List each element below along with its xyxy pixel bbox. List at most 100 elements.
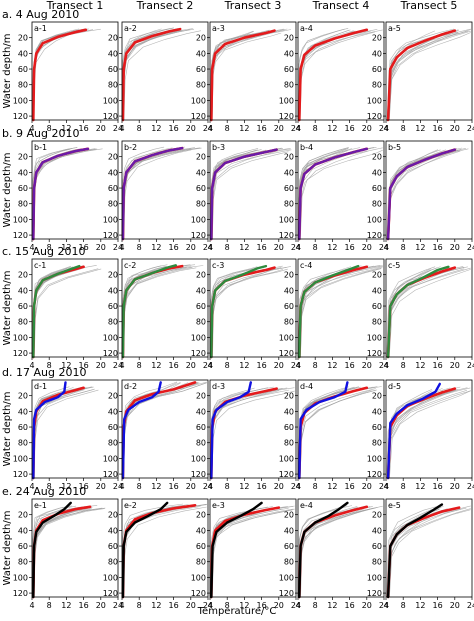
panel-label: c-2 xyxy=(124,261,136,270)
x-tick-label: 20 xyxy=(96,482,106,491)
panel-frame xyxy=(31,379,119,479)
blue-profile-line xyxy=(121,381,162,480)
x-tick-label: 4 xyxy=(29,124,34,133)
x-tick-label: 4 xyxy=(383,482,388,491)
x-tick-label: 8 xyxy=(225,124,230,133)
x-tick-label: 16 xyxy=(169,601,179,610)
x-tick-label: 4 xyxy=(207,243,212,252)
y-tick-label: 20 xyxy=(108,271,118,280)
y-tick-label: 80 xyxy=(196,200,206,209)
background-profile-line xyxy=(387,31,452,121)
background-profile-line xyxy=(388,505,471,598)
y-tick-label: 60 xyxy=(196,184,206,193)
y-tick-label: 100 xyxy=(191,573,206,582)
y-tick-label: 40 xyxy=(18,168,28,177)
background-profile-line xyxy=(32,149,80,240)
panel-frame xyxy=(385,21,473,121)
background-profile-line xyxy=(388,267,471,358)
background-profile-line xyxy=(212,151,289,240)
x-tick-label: 24 xyxy=(467,243,474,252)
y-tick-label: 80 xyxy=(108,200,118,209)
background-profile-line xyxy=(388,28,471,121)
x-tick-label: 16 xyxy=(345,124,355,133)
background-profile-line xyxy=(210,266,258,358)
x-tick-label: 20 xyxy=(362,601,372,610)
x-tick-label: 4 xyxy=(119,601,124,610)
panel-label: c-4 xyxy=(300,261,312,270)
panel-frame xyxy=(209,258,297,358)
y-tick-label: 60 xyxy=(196,302,206,311)
x-tick-label: 8 xyxy=(47,124,52,133)
black-profile-line xyxy=(210,501,263,599)
blue-profile-line xyxy=(298,381,349,480)
y-tick-label: 80 xyxy=(108,439,118,448)
panel-label: b-4 xyxy=(300,143,313,152)
x-tick-label: 12 xyxy=(239,361,249,370)
background-profile-line xyxy=(122,27,174,121)
background-profile-line xyxy=(299,30,356,121)
green-profile-line xyxy=(32,264,81,359)
y-tick-label: 40 xyxy=(108,526,118,535)
x-tick-label: 12 xyxy=(151,243,161,252)
background-profile-line xyxy=(122,146,165,240)
y-tick-label: 20 xyxy=(18,34,28,43)
y-tick-label: 20 xyxy=(284,511,294,520)
x-tick-label: 24 xyxy=(203,482,213,491)
row-title: b. 9 Aug 2010 xyxy=(2,127,79,140)
y-tick-label: 60 xyxy=(372,302,382,311)
panel-label: a-2 xyxy=(124,24,137,33)
x-tick-label: 12 xyxy=(239,601,249,610)
black-profile-line xyxy=(121,501,169,599)
x-tick-label: 24 xyxy=(291,124,301,133)
y-tick-label: 40 xyxy=(196,168,206,177)
y-tick-label: 80 xyxy=(372,81,382,90)
background-profile-line xyxy=(122,506,175,598)
y-tick-label: 40 xyxy=(284,526,294,535)
y-tick-label: 60 xyxy=(108,302,118,311)
background-profile-line xyxy=(32,148,71,240)
y-tick-label: 100 xyxy=(367,96,382,105)
background-profile-line xyxy=(211,265,283,358)
y-tick-label: 80 xyxy=(108,81,118,90)
background-profile-line xyxy=(298,28,345,121)
x-tick-label: 4 xyxy=(295,361,300,370)
x-tick-label: 8 xyxy=(225,482,230,491)
y-tick-label: 120 xyxy=(279,231,294,240)
x-tick-label: 24 xyxy=(203,243,213,252)
background-profile-line xyxy=(210,387,255,479)
y-tick-label: 80 xyxy=(196,439,206,448)
x-tick-label: 4 xyxy=(119,243,124,252)
background-profile-line xyxy=(298,387,358,479)
x-tick-label: 20 xyxy=(186,243,196,252)
red-profile-line xyxy=(121,27,182,122)
x-tick-label: 8 xyxy=(137,124,142,133)
panel-label: c-3 xyxy=(212,261,224,270)
x-tick-label: 16 xyxy=(79,482,89,491)
x-tick-label: 20 xyxy=(450,124,460,133)
x-tick-label: 16 xyxy=(345,482,355,491)
x-tick-label: 8 xyxy=(401,361,406,370)
y-tick-label: 40 xyxy=(284,49,294,58)
background-profile-line xyxy=(298,508,371,598)
x-tick-label: 20 xyxy=(186,482,196,491)
x-tick-label: 16 xyxy=(79,243,89,252)
background-profile-line xyxy=(387,151,451,240)
purple-profile-line xyxy=(298,147,368,241)
x-tick-label: 24 xyxy=(291,361,301,370)
purple-profile-line xyxy=(32,147,90,241)
background-profile-line xyxy=(34,268,102,358)
y-tick-label: 60 xyxy=(18,65,28,74)
x-tick-label: 20 xyxy=(186,124,196,133)
background-profile-line xyxy=(387,149,461,240)
background-profile-line xyxy=(299,30,372,121)
background-profile-line xyxy=(210,30,254,121)
blue-profile-line xyxy=(32,381,67,480)
panel-frame xyxy=(297,258,385,358)
x-tick-label: 12 xyxy=(61,361,71,370)
y-tick-label: 100 xyxy=(279,333,294,342)
background-profile-line xyxy=(299,265,375,358)
y-tick-label: 80 xyxy=(284,81,294,90)
x-tick-label: 12 xyxy=(61,601,71,610)
background-profile-line xyxy=(298,147,350,240)
panel-label: d-5 xyxy=(388,382,401,391)
